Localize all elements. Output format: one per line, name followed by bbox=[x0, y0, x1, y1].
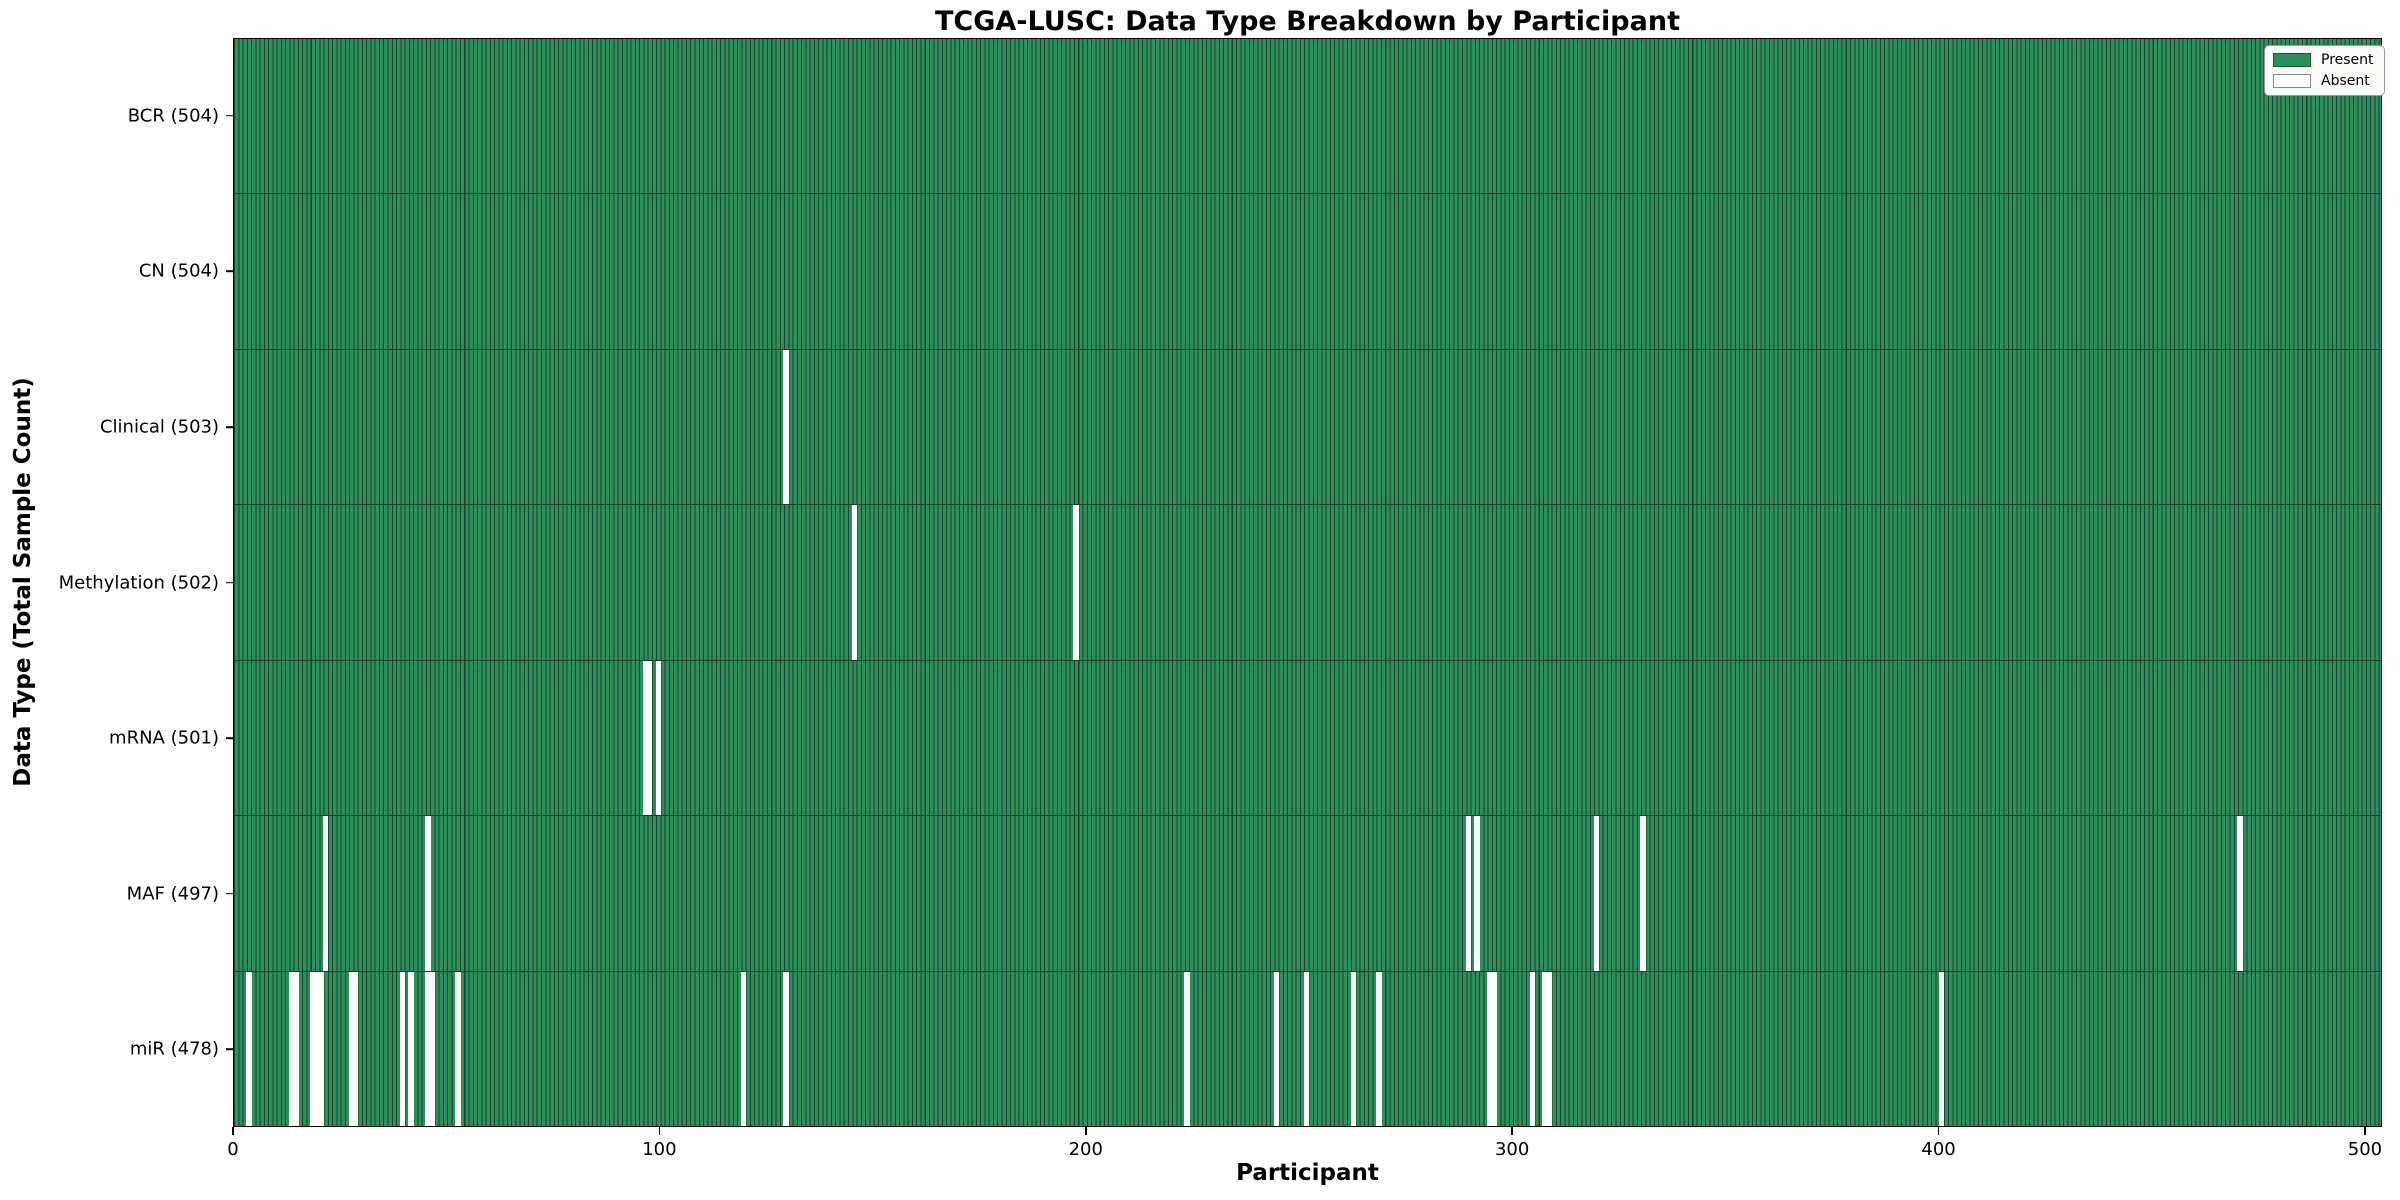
y-tick-mark bbox=[226, 270, 233, 273]
x-tick-mark bbox=[1937, 1127, 1940, 1135]
x-tick-mark bbox=[2364, 1127, 2366, 1135]
absent-stripe bbox=[2237, 816, 2243, 971]
row-mir bbox=[234, 971, 2381, 1126]
x-tick-label: 300 bbox=[1494, 1139, 1530, 1160]
y-tick-label-mrna: mRNA (501) bbox=[109, 727, 219, 749]
absent-stripe bbox=[318, 971, 325, 1126]
chart-title: TCGA-LUSC: Data Type Breakdown by Partic… bbox=[935, 6, 1680, 37]
absent-stripe bbox=[1184, 971, 1190, 1126]
absent-stripe bbox=[783, 349, 789, 505]
y-tick-label-cn: CN (504) bbox=[138, 260, 219, 282]
absent-stripe bbox=[1491, 971, 1497, 1126]
legend: Present Absent bbox=[2264, 45, 2385, 96]
absent-stripe bbox=[1303, 971, 1310, 1126]
x-tick-mark bbox=[1084, 1127, 1087, 1135]
absent-stripe bbox=[348, 971, 354, 1126]
x-tick-label: 0 bbox=[227, 1139, 239, 1160]
legend-label: Absent bbox=[2321, 73, 2370, 89]
absent-stripe bbox=[1640, 816, 1646, 971]
y-tick-mark bbox=[226, 737, 233, 739]
absent-stripe bbox=[1073, 505, 1079, 660]
absent-stripe bbox=[655, 660, 661, 816]
y-tick-mark bbox=[226, 581, 233, 584]
x-tick-mark bbox=[232, 1127, 234, 1135]
plot-area bbox=[233, 38, 2382, 1127]
absent-stripe bbox=[1474, 816, 1480, 971]
y-tick-mark bbox=[226, 1048, 233, 1050]
absent-stripe bbox=[314, 971, 320, 1126]
y-tick-label-clinical: Clinical (503) bbox=[99, 416, 219, 438]
row-clinical bbox=[234, 349, 2381, 506]
absent-stripe bbox=[646, 660, 653, 816]
absent-stripe bbox=[1486, 971, 1493, 1126]
y-tick-label-bcr: BCR (504) bbox=[127, 105, 219, 127]
legend-label: Present bbox=[2321, 52, 2374, 68]
x-tick-label: 100 bbox=[642, 1139, 677, 1160]
absent-stripe bbox=[851, 505, 858, 660]
absent-stripe bbox=[408, 971, 414, 1126]
absent-stripe bbox=[783, 971, 789, 1126]
absent-stripe bbox=[399, 971, 406, 1126]
x-axis-title: Participant bbox=[1236, 1160, 1379, 1186]
y-tick-label-methylation: Methylation (502) bbox=[58, 572, 219, 593]
absent-stripe bbox=[429, 971, 435, 1126]
row-methylation bbox=[234, 505, 2381, 661]
x-tick-label: 200 bbox=[1068, 1139, 1103, 1160]
row-cn bbox=[234, 194, 2381, 350]
y-tick-label-mir: miR (478) bbox=[129, 1038, 219, 1060]
absent-stripe bbox=[1542, 971, 1548, 1126]
absent-stripe bbox=[310, 971, 316, 1126]
absent-stripe bbox=[1546, 971, 1553, 1126]
y-tick-mark bbox=[226, 892, 233, 895]
absent-stripe bbox=[642, 660, 649, 816]
x-tick-mark bbox=[658, 1127, 661, 1135]
row-mrna bbox=[234, 660, 2381, 817]
y-tick-mark bbox=[226, 114, 233, 117]
absent-stripe bbox=[1529, 971, 1536, 1126]
absent-stripe bbox=[425, 971, 431, 1126]
y-tick-label-maf: MAF (497) bbox=[126, 883, 219, 905]
row-bcr bbox=[234, 39, 2381, 195]
absent-stripe bbox=[1593, 816, 1600, 971]
absent-stripe bbox=[1350, 971, 1356, 1126]
legend-swatch-absent bbox=[2273, 74, 2311, 88]
absent-stripe bbox=[1465, 816, 1472, 971]
y-axis-title: Data Type (Total Sample Count) bbox=[10, 173, 36, 786]
absent-stripe bbox=[1376, 971, 1382, 1126]
y-tick-mark bbox=[226, 426, 233, 428]
absent-stripe bbox=[425, 816, 431, 971]
absent-stripe bbox=[288, 971, 295, 1126]
absent-stripe bbox=[293, 971, 299, 1126]
legend-swatch-present bbox=[2273, 53, 2311, 67]
absent-stripe bbox=[1273, 971, 1280, 1126]
legend-entry-present: Present bbox=[2273, 52, 2374, 68]
absent-stripe bbox=[455, 971, 461, 1126]
absent-stripe bbox=[246, 971, 252, 1126]
x-tick-label: 500 bbox=[2347, 1139, 2383, 1160]
legend-entry-absent: Absent bbox=[2273, 73, 2374, 89]
x-tick-label: 400 bbox=[1921, 1139, 1956, 1160]
x-tick-mark bbox=[1511, 1127, 1513, 1135]
absent-stripe bbox=[352, 971, 359, 1126]
absent-stripe bbox=[322, 816, 329, 971]
absent-stripe bbox=[1938, 971, 1945, 1126]
row-maf bbox=[234, 816, 2381, 972]
absent-stripe bbox=[740, 971, 747, 1126]
